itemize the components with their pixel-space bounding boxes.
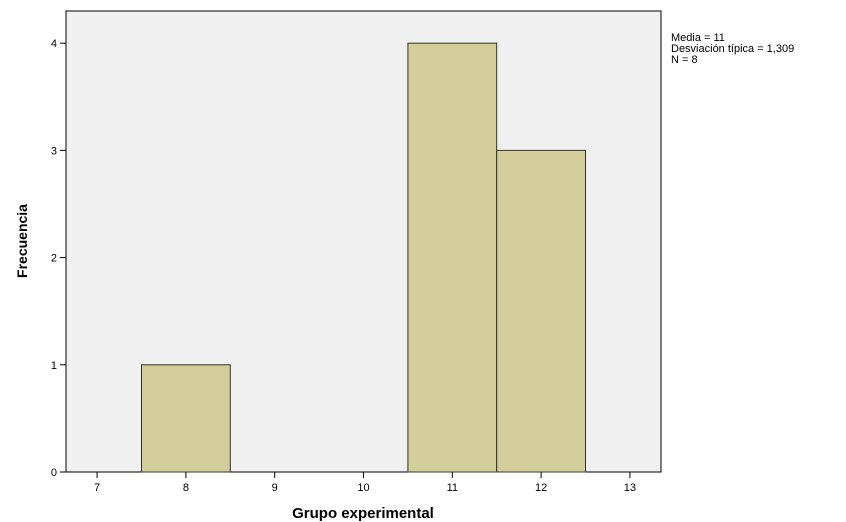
x-axis-label: Grupo experimental	[292, 505, 434, 522]
stats-box: Media = 11 Desviación típica = 1,309 N =…	[671, 33, 794, 66]
x-tick-label: 7	[94, 482, 100, 494]
x-tick-label: 11	[447, 482, 458, 494]
histogram-bar-11	[408, 43, 497, 472]
x-tick-label: 9	[272, 482, 278, 494]
y-tick-label: 0	[51, 467, 57, 479]
x-tick-label: 10	[357, 482, 369, 494]
x-tick-label: 12	[535, 482, 547, 494]
y-tick-label: 1	[51, 360, 57, 372]
histogram-bar-12	[497, 150, 586, 472]
y-tick-label: 4	[51, 38, 57, 50]
stat-n: N = 8	[671, 55, 794, 66]
y-tick-label: 2	[51, 253, 57, 265]
x-tick-label: 8	[183, 482, 189, 494]
y-axis-label: Frecuencia	[14, 204, 30, 278]
x-axis: 7 8 9 10 11 12 13	[94, 472, 636, 494]
x-tick-label: 13	[624, 482, 636, 494]
y-axis: 0 1 2 3 4	[51, 38, 66, 479]
histogram-bar-8	[141, 365, 230, 472]
y-tick-label: 3	[51, 145, 57, 157]
